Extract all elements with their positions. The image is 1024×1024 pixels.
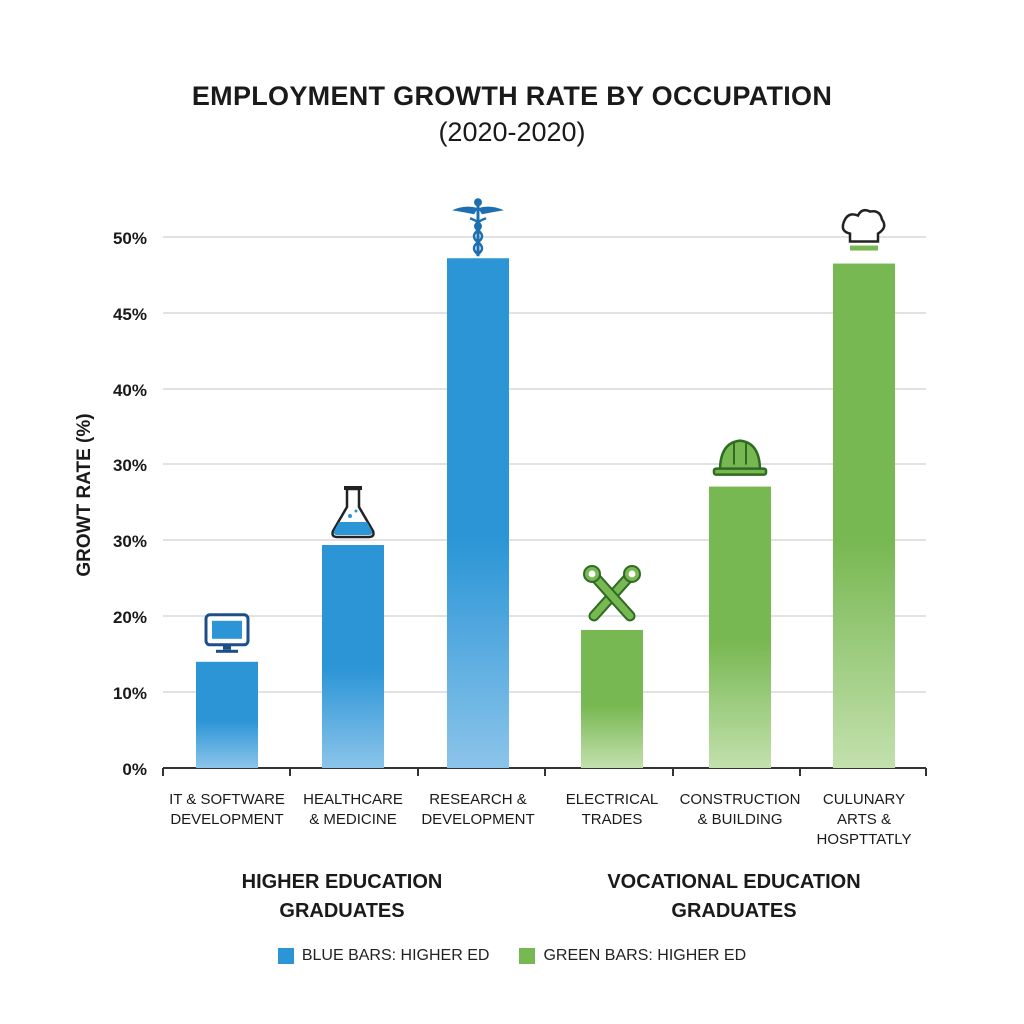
chart-subtitle: (2020-2020) bbox=[438, 117, 586, 147]
group-label-line: VOCATIONAL EDUCATION bbox=[607, 871, 861, 893]
x-tick-label: DEVELOPMENT bbox=[170, 811, 283, 828]
group-label-line: GRADUATES bbox=[279, 900, 405, 922]
x-tick-label: ARTS & bbox=[837, 811, 891, 828]
legend-item-green: GREEN BARS: HIGHER ED bbox=[519, 947, 746, 965]
bar bbox=[581, 629, 643, 768]
bar bbox=[447, 258, 509, 768]
group-label-vocational-education: VOCATIONAL EDUCATION GRADUATES bbox=[564, 868, 904, 926]
x-tick-label: CONSTRUCTION bbox=[680, 791, 801, 808]
y-axis-label: GROWT RATE (%) bbox=[74, 413, 95, 576]
flask-icon bbox=[331, 485, 375, 539]
bar bbox=[196, 661, 258, 768]
bar bbox=[709, 486, 771, 768]
y-tick-label: 0% bbox=[122, 760, 147, 779]
y-tick-label: 50% bbox=[113, 229, 147, 248]
legend-swatch-green bbox=[519, 948, 536, 964]
chart-title-block: EMPLOYMENT GROWTH RATE BY OCCUPATION (20… bbox=[0, 78, 1024, 150]
wrench-icon bbox=[583, 564, 641, 622]
group-label-line: HIGHER EDUCATION bbox=[241, 871, 443, 893]
bar bbox=[833, 263, 895, 768]
y-tick-label: 30% bbox=[113, 532, 147, 551]
x-tick-label: IT & SOFTWARE bbox=[169, 791, 285, 808]
legend-item-blue: BLUE BARS: HIGHER ED bbox=[277, 947, 490, 965]
x-tick-label: CULUNARY bbox=[823, 791, 905, 808]
y-tick-label: 30% bbox=[113, 456, 147, 475]
x-tick-label: RESEARCH & bbox=[429, 791, 527, 808]
x-tick-label: TRADES bbox=[582, 811, 643, 828]
group-label-higher-education: HIGHER EDUCATION GRADUATES bbox=[172, 868, 512, 926]
y-tick-label: 20% bbox=[113, 608, 147, 627]
y-tick-label: 10% bbox=[113, 684, 147, 703]
x-tick-label: HEALTHCARE bbox=[303, 791, 403, 808]
legend-label: BLUE BARS: HIGHER ED bbox=[301, 947, 490, 964]
legend: BLUE BARS: HIGHER ED GREEN BARS: HIGHER … bbox=[0, 947, 1024, 965]
bar bbox=[322, 544, 384, 768]
x-tick-label: HOSPTTATLY bbox=[816, 831, 911, 848]
chef-hat-icon bbox=[841, 208, 886, 251]
y-tick-label: 40% bbox=[113, 381, 147, 400]
x-tick-label: ELECTRICAL bbox=[566, 791, 659, 808]
monitor-icon bbox=[204, 613, 250, 653]
group-label-line: GRADUATES bbox=[671, 900, 797, 922]
x-tick-label: & MEDICINE bbox=[309, 811, 397, 828]
y-tick-label: 45% bbox=[113, 305, 147, 324]
hard-hat-icon bbox=[712, 439, 768, 476]
x-tick-label: DEVELOPMENT bbox=[421, 811, 534, 828]
caduceus-icon bbox=[452, 198, 504, 257]
legend-swatch-blue bbox=[277, 948, 294, 964]
legend-label: GREEN BARS: HIGHER ED bbox=[543, 947, 747, 964]
chart-title: EMPLOYMENT GROWTH RATE BY OCCUPATION bbox=[191, 81, 833, 111]
x-tick-label: & BUILDING bbox=[697, 811, 782, 828]
